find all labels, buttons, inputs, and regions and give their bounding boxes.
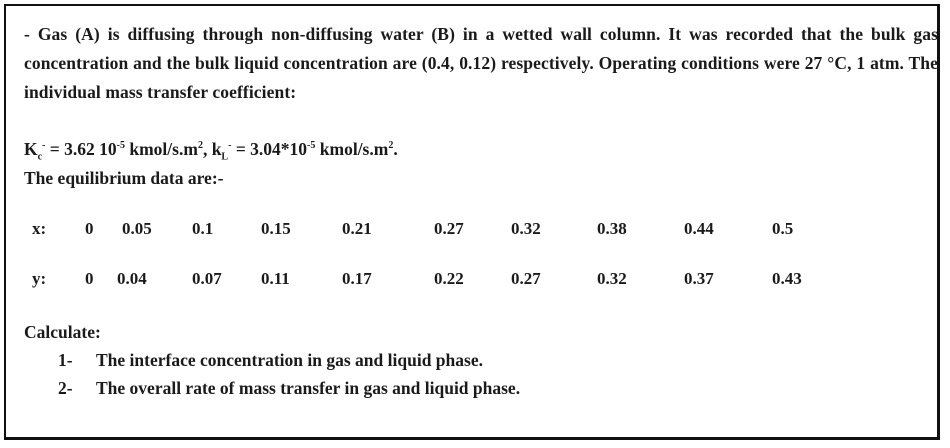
y-label: y: bbox=[32, 269, 47, 288]
mass-transfer-coefficients: Kc- = 3.62 10-5 kmol/s.m2, kL- = 3.04*10… bbox=[24, 139, 398, 163]
y-value: 0.11 bbox=[261, 269, 290, 288]
y-value: 0.43 bbox=[772, 269, 802, 288]
y-value: 0.37 bbox=[684, 269, 714, 288]
x-value: 0.1 bbox=[192, 219, 214, 238]
equilibrium-x-row: x: 0 0.05 0.1 0.15 0.21 0.27 0.32 0.38 0… bbox=[6, 219, 936, 241]
list-item: 1- The interface concentration in gas and… bbox=[58, 350, 483, 371]
y-value: 0 bbox=[85, 269, 94, 288]
kc-superscript: - bbox=[42, 140, 46, 152]
kl-subscript: L bbox=[221, 151, 229, 163]
y-value: 0.17 bbox=[342, 269, 372, 288]
x-value: 0.15 bbox=[261, 219, 291, 238]
y-value: 0.07 bbox=[192, 269, 222, 288]
x-value: 0.05 bbox=[122, 219, 152, 238]
x-label: x: bbox=[32, 219, 47, 238]
problem-frame: - Gas (A) is diffusing through non-diffu… bbox=[4, 4, 940, 440]
x-value: 0.44 bbox=[684, 219, 714, 238]
x-value: 0.21 bbox=[342, 219, 372, 238]
list-item-number: 1- bbox=[58, 350, 73, 370]
kl-superscript: - bbox=[228, 140, 232, 152]
problem-intro: - Gas (A) is diffusing through non-diffu… bbox=[24, 24, 938, 102]
list-item-text: The interface concentration in gas and l… bbox=[96, 350, 483, 370]
coefficient-separator: , bbox=[202, 139, 212, 159]
kc-subscript: c bbox=[37, 151, 43, 163]
kl-symbol: k bbox=[211, 139, 222, 159]
y-value: 0.22 bbox=[434, 269, 464, 288]
coefficient-end: . bbox=[393, 139, 398, 159]
kc-unit-exponent: 2 bbox=[197, 140, 203, 152]
kl-value: = 3.04*10 bbox=[231, 139, 308, 159]
y-value: 0.04 bbox=[117, 269, 147, 288]
y-value: 0.32 bbox=[597, 269, 627, 288]
equilibrium-y-row: y: 0 0.04 0.07 0.11 0.17 0.22 0.27 0.32 … bbox=[6, 269, 936, 291]
x-value: 0.32 bbox=[511, 219, 541, 238]
calculate-title: Calculate: bbox=[24, 322, 101, 342]
x-value: 0.38 bbox=[597, 219, 627, 238]
list-item: 2- The overall rate of mass transfer in g… bbox=[58, 378, 520, 399]
list-item-text: The overall rate of mass transfer in gas… bbox=[96, 378, 521, 398]
kl-exponent: -5 bbox=[307, 140, 316, 152]
kc-value: = 3.62 10 bbox=[45, 139, 117, 159]
x-value: 0.27 bbox=[434, 219, 464, 238]
kc-symbol: K bbox=[24, 139, 38, 159]
list-item-number: 2- bbox=[58, 378, 73, 398]
kl-unit-exponent: 2 bbox=[388, 140, 394, 152]
equilibrium-title: The equilibrium data are:- bbox=[24, 168, 224, 188]
kl-unit: kmol/s.m bbox=[315, 139, 389, 159]
x-value: 0 bbox=[85, 219, 94, 238]
kc-exponent: -5 bbox=[116, 140, 125, 152]
y-value: 0.27 bbox=[511, 269, 541, 288]
x-value: 0.5 bbox=[772, 219, 794, 238]
kc-unit: kmol/s.m bbox=[125, 139, 198, 159]
